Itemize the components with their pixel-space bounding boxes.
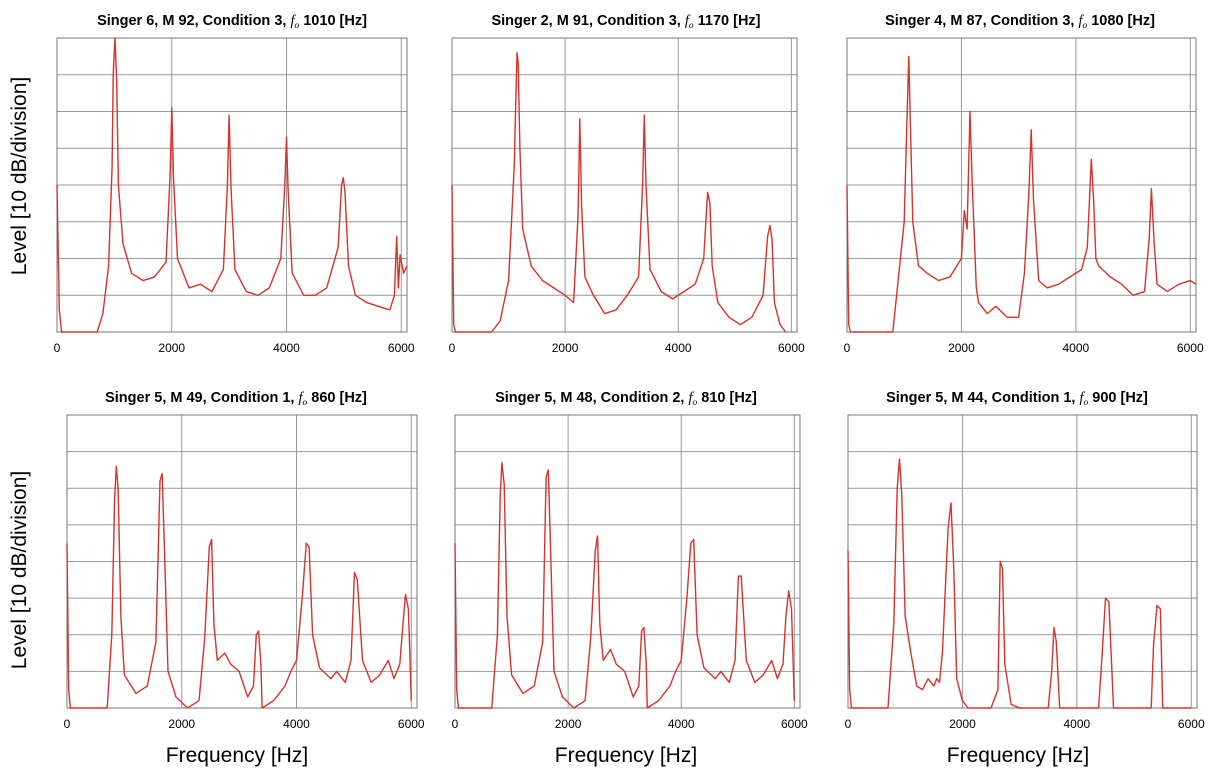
x-tick-label: 4000 (273, 341, 300, 355)
x-tick-label: 4000 (668, 717, 695, 731)
x-tick-label: 0 (845, 717, 852, 731)
x-tick-label: 2000 (158, 341, 185, 355)
x-tick-label: 2000 (555, 717, 582, 731)
x-tick-label: 6000 (398, 717, 425, 731)
x-tick-label: 6000 (778, 341, 805, 355)
x-tick-label: 6000 (781, 717, 808, 731)
x-tick-label: 0 (64, 717, 71, 731)
x-tick-label: 6000 (1178, 717, 1205, 731)
x-tick-label: 2000 (949, 717, 976, 731)
spectrum-panel: 0 2000 4000 6000 Singer 5, M 48, Condition 2… (452, 390, 808, 731)
spectrum-line (66, 465, 412, 709)
panel-title: Singer 2, M 91, Condition 3, fo 1170 [Hz… (491, 13, 760, 31)
x-tick-label: 4000 (665, 341, 692, 355)
panel-title: Singer 5, M 49, Condition 1, fo 860 [Hz] (105, 390, 367, 408)
panel-title: Singer 5, M 48, Condition 2, fo 810 [Hz] (495, 390, 757, 408)
spectrum-line (454, 461, 795, 709)
spectrum-panel: 0 2000 4000 6000 Singer 5, M 44, Condition 1… (845, 390, 1205, 731)
x-tick-label: 0 (452, 717, 459, 731)
spectrum-panel: 0 2000 4000 6000 Singer 2, M 91, Condition 3… (449, 13, 805, 355)
x-tick-label: 2000 (552, 341, 579, 355)
x-tick-label: 4000 (1063, 341, 1090, 355)
spectrum-panel: 0 2000 4000 6000 Singer 4, M 87, Condition 3… (844, 13, 1204, 355)
spectrum-panel: 0 2000 4000 6000 Singer 6, M 92, Condition 3… (54, 13, 415, 355)
x-axis-label-left: Frequency [Hz] (166, 744, 308, 767)
spectrum-line (451, 52, 787, 333)
x-tick-label: 2000 (948, 341, 975, 355)
panel-title: Singer 4, M 87, Condition 3, fo 1080 [Hz… (885, 13, 1155, 31)
x-tick-label: 4000 (283, 717, 310, 731)
x-tick-label: 6000 (1177, 341, 1204, 355)
panel-title: Singer 5, M 44, Condition 1, fo 900 [Hz] (886, 390, 1148, 408)
y-axis-label-row-2: Level [10 dB/division] (8, 471, 31, 669)
x-tick-label: 6000 (388, 341, 415, 355)
spectrum-line (846, 55, 1197, 333)
panel-title: Singer 6, M 92, Condition 3, fo 1010 [Hz… (97, 13, 367, 31)
y-axis-label-row-1: Level [10 dB/division] (8, 77, 31, 275)
x-axis-label-middle: Frequency [Hz] (555, 744, 697, 767)
x-tick-label: 4000 (1064, 717, 1091, 731)
x-tick-label: 0 (844, 341, 851, 355)
x-tick-label: 0 (449, 341, 456, 355)
x-tick-label: 0 (54, 341, 61, 355)
spectrum-panels: 0 2000 4000 6000 Singer 6, M 92, Condition 3… (54, 13, 1205, 731)
spectrum-line (56, 37, 408, 333)
x-axis-label-right: Frequency [Hz] (947, 744, 1089, 767)
x-tick-label: 2000 (168, 717, 195, 731)
spectrum-panel: 0 2000 4000 6000 Singer 5, M 49, Condition 1… (64, 390, 425, 731)
spectrum-line (847, 458, 1192, 709)
